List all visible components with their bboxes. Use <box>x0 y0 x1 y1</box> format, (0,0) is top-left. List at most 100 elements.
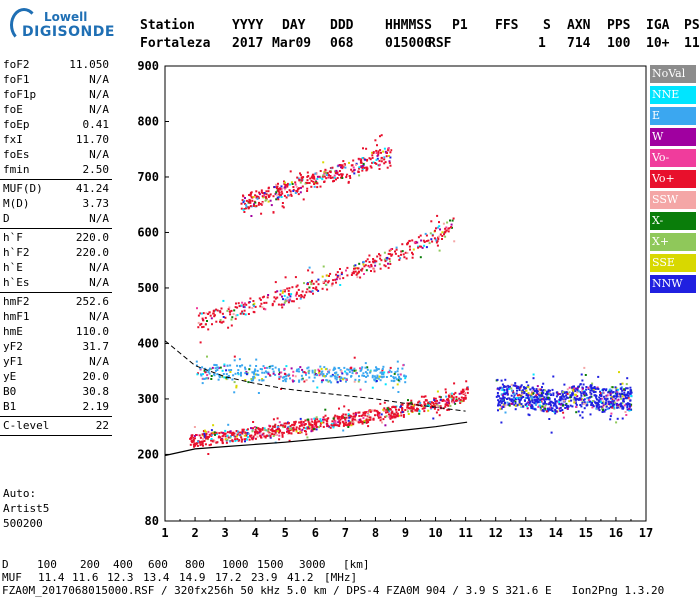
echo-dot <box>423 403 426 406</box>
echo-dot <box>585 386 588 388</box>
param-label: foEp <box>3 118 30 131</box>
echo-dot <box>221 369 224 372</box>
echo-dot <box>610 406 612 409</box>
echo-dot <box>387 266 390 269</box>
echo-dot <box>282 376 284 379</box>
echo-dot <box>348 424 351 427</box>
echo-dot <box>380 413 383 416</box>
echo-dot <box>555 391 558 394</box>
echo-dot <box>276 290 279 293</box>
echo-dot <box>195 360 198 363</box>
echo-dot <box>602 409 604 412</box>
echo-dot <box>319 185 322 188</box>
echo-dot <box>334 278 337 281</box>
echo-dot <box>253 302 256 305</box>
echo-dot <box>238 439 241 442</box>
echo-dot <box>290 181 293 184</box>
echo-dot <box>623 404 626 407</box>
echo-dot <box>337 424 340 427</box>
echo-dot <box>571 405 574 408</box>
echo-dot <box>449 404 452 407</box>
echo-dot <box>333 420 336 423</box>
echo-dot <box>528 403 531 405</box>
legend-item: X+ <box>650 233 696 251</box>
echo-dot <box>609 405 612 407</box>
echo-dot <box>552 392 555 395</box>
echo-dot <box>279 293 282 296</box>
echo-dot <box>325 422 328 425</box>
echo-dot <box>199 341 202 344</box>
echo-dot <box>605 405 608 408</box>
echo-dot <box>542 398 545 400</box>
echo-dot <box>425 246 428 249</box>
echo-dot <box>283 194 286 197</box>
echo-dot <box>542 389 545 392</box>
echo-dot <box>371 376 374 379</box>
echo-dot <box>225 373 228 376</box>
echo-dot <box>288 189 291 192</box>
echo-dot <box>434 238 437 241</box>
echo-dot <box>360 367 363 370</box>
echo-dot <box>225 441 228 444</box>
echo-dot <box>276 434 279 436</box>
echo-dot <box>252 300 255 302</box>
echo-dot <box>459 399 462 401</box>
echo-dot <box>456 399 459 402</box>
echo-dot <box>318 420 321 423</box>
echo-dot <box>510 394 513 397</box>
echo-dot <box>371 151 373 154</box>
echo-dot <box>405 257 408 260</box>
separator <box>0 292 112 293</box>
echo-dot <box>286 287 289 290</box>
echo-dot <box>244 431 247 434</box>
echo-dot <box>365 418 368 421</box>
echo-dot <box>581 402 584 405</box>
echo-dot <box>295 430 298 433</box>
echo-dot <box>233 432 236 435</box>
echo-dot <box>501 389 504 391</box>
echo-dot <box>534 395 537 398</box>
echo-dot <box>211 323 213 326</box>
echo-dot <box>280 196 283 198</box>
echo-dot <box>541 394 544 397</box>
echo-dot <box>410 401 413 404</box>
echo-dot <box>261 195 264 198</box>
echo-dot <box>582 402 585 405</box>
echo-dot <box>242 208 245 211</box>
echo-dot <box>307 269 310 272</box>
echo-dot <box>407 241 409 244</box>
echo-dot <box>374 162 377 164</box>
echo-dot <box>529 394 532 397</box>
echo-dot <box>569 404 572 407</box>
echo-dot <box>446 409 449 411</box>
echo-dot <box>517 385 520 388</box>
echo-dot <box>356 276 359 279</box>
echo-dot <box>591 382 594 385</box>
echo-dot <box>417 245 419 248</box>
echo-dot <box>433 237 436 240</box>
echo-dot <box>314 369 317 372</box>
echo-dot <box>318 374 321 377</box>
echo-dot <box>336 171 339 174</box>
echo-dot <box>263 295 265 298</box>
echo-dot <box>355 413 357 416</box>
echo-dot <box>570 399 573 402</box>
echo-dot <box>272 370 275 373</box>
echo-dot <box>337 416 340 419</box>
echo-dot <box>303 282 305 285</box>
echo-dot <box>294 375 297 378</box>
echo-dot <box>400 411 403 414</box>
echo-dot <box>581 379 584 382</box>
echo-dot <box>308 266 311 269</box>
echo-dot <box>592 400 594 403</box>
echo-dot <box>600 405 603 408</box>
echo-dot <box>525 394 528 397</box>
echo-dot <box>360 269 363 271</box>
echo-dot <box>324 283 327 286</box>
echo-dot <box>511 401 514 404</box>
echo-dot <box>446 401 449 404</box>
echo-dot <box>405 375 407 378</box>
echo-dot <box>362 263 365 266</box>
echo-dot <box>503 386 506 389</box>
echo-dot <box>280 190 283 193</box>
